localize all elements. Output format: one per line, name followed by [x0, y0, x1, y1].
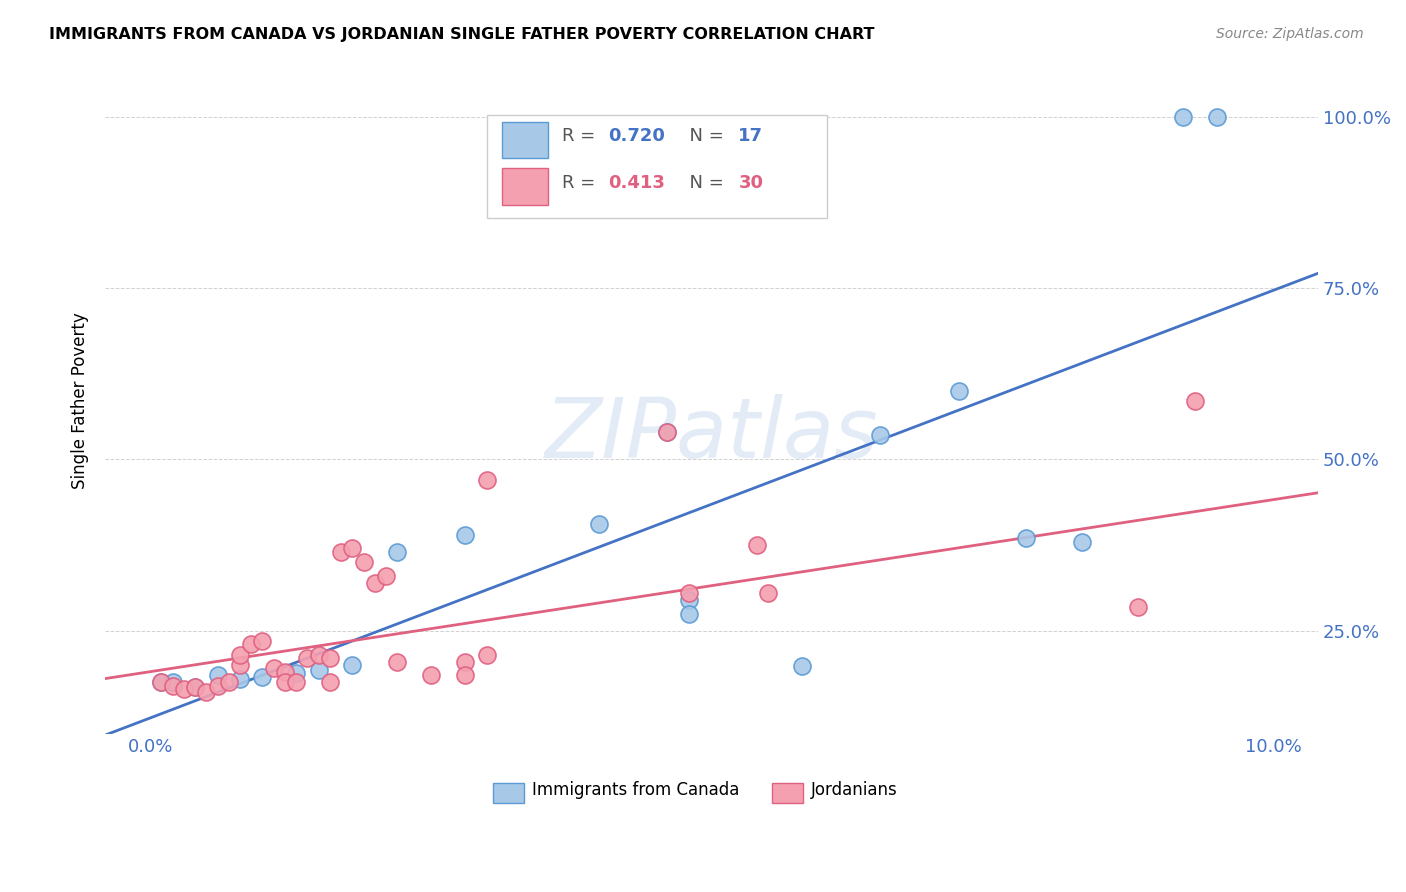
Point: [678, 592, 700, 607]
Point: [655, 425, 678, 439]
Point: [1173, 110, 1195, 124]
Point: [869, 767, 891, 781]
Point: [342, 541, 364, 556]
Point: [252, 634, 274, 648]
Point: [364, 575, 387, 590]
Point: [308, 664, 330, 678]
Point: [207, 679, 229, 693]
Point: [678, 586, 700, 600]
Point: [274, 675, 297, 690]
Point: [285, 666, 308, 681]
Text: ZIPatlas: ZIPatlas: [546, 393, 879, 475]
Point: [588, 517, 610, 532]
Point: [655, 425, 678, 439]
Point: [353, 555, 375, 569]
Text: R =: R =: [562, 127, 602, 145]
Point: [173, 681, 195, 696]
Point: [342, 657, 364, 672]
Text: Jordanians: Jordanians: [811, 781, 898, 799]
Point: [184, 680, 207, 694]
Point: [1206, 110, 1229, 124]
Text: Immigrants from Canada: Immigrants from Canada: [531, 781, 740, 799]
Point: [207, 668, 229, 682]
Point: [1071, 534, 1094, 549]
Point: [319, 675, 342, 690]
FancyBboxPatch shape: [494, 783, 523, 804]
Point: [330, 545, 353, 559]
Point: [1015, 531, 1038, 545]
Point: [948, 384, 970, 398]
Point: [285, 675, 308, 690]
Point: [475, 648, 498, 662]
Point: [195, 685, 218, 699]
Point: [150, 675, 173, 690]
Text: 17: 17: [738, 127, 763, 145]
Text: N =: N =: [678, 127, 730, 145]
Point: [1184, 394, 1206, 409]
Point: [453, 668, 475, 682]
FancyBboxPatch shape: [772, 783, 803, 804]
Point: [162, 675, 184, 690]
Point: [1128, 599, 1150, 614]
Text: R =: R =: [562, 174, 602, 192]
Point: [419, 668, 441, 682]
FancyBboxPatch shape: [502, 169, 548, 205]
Point: [274, 665, 297, 679]
Point: [240, 637, 263, 651]
Text: Source: ZipAtlas.com: Source: ZipAtlas.com: [1216, 27, 1364, 41]
Point: [756, 586, 779, 600]
Point: [453, 527, 475, 541]
Text: 30: 30: [738, 174, 763, 192]
Point: [150, 675, 173, 690]
Text: 0.720: 0.720: [609, 127, 665, 145]
Text: IMMIGRANTS FROM CANADA VS JORDANIAN SINGLE FATHER POVERTY CORRELATION CHART: IMMIGRANTS FROM CANADA VS JORDANIAN SING…: [49, 27, 875, 42]
Point: [387, 655, 409, 669]
Text: 0.413: 0.413: [609, 174, 665, 192]
Point: [745, 538, 768, 552]
Point: [387, 545, 409, 559]
Point: [869, 428, 891, 442]
Point: [308, 648, 330, 662]
Point: [263, 661, 285, 675]
Point: [229, 657, 252, 672]
Y-axis label: Single Father Poverty: Single Father Poverty: [72, 312, 89, 490]
FancyBboxPatch shape: [488, 115, 827, 219]
Point: [252, 670, 274, 684]
Point: [184, 680, 207, 694]
Point: [319, 651, 342, 665]
Text: N =: N =: [678, 174, 730, 192]
Point: [229, 672, 252, 686]
FancyBboxPatch shape: [502, 121, 548, 158]
Point: [229, 648, 252, 662]
Point: [297, 651, 319, 665]
Point: [678, 607, 700, 621]
Point: [162, 679, 184, 693]
Point: [475, 473, 498, 487]
Point: [375, 569, 398, 583]
Point: [218, 675, 240, 690]
Point: [790, 659, 813, 673]
Point: [453, 655, 475, 669]
